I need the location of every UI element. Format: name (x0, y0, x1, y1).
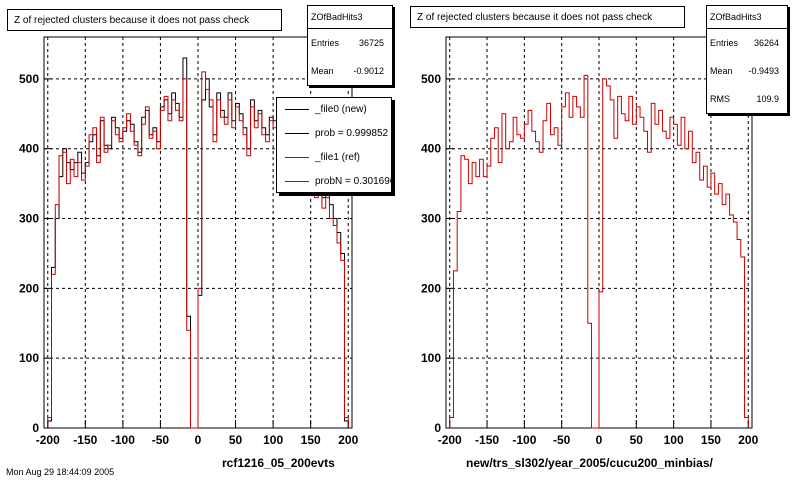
stats-value: 109.9 (756, 94, 779, 104)
x-tick-label: 100 (263, 433, 283, 447)
x-tick-label: 150 (301, 433, 321, 447)
stats-row-entries: Entries 36725 (308, 29, 392, 57)
x-tick-label: -100 (512, 433, 536, 447)
x-tick-label: -100 (111, 433, 135, 447)
plot-title-left: Z of rejected clusters because it does n… (7, 9, 282, 31)
y-tick-label: 500 (421, 72, 441, 86)
legend-swatch (285, 181, 309, 182)
y-tick-label: 200 (19, 281, 39, 295)
legend-label: probN = 0.301696 (315, 176, 392, 187)
stats-box-left: ZOfBadHits3 Entries 36725 Mean -0.9012 (307, 5, 393, 86)
y-tick-label: 400 (421, 142, 441, 156)
x-tick-label: 0 (596, 433, 603, 447)
stats-label: Mean (311, 66, 334, 76)
x-tick-label: 100 (664, 433, 684, 447)
y-tick-label: 500 (19, 72, 39, 86)
stats-name: ZOfBadHits3 (707, 6, 787, 29)
stats-value: -0.9493 (748, 66, 779, 76)
x-tick-label: 50 (229, 433, 243, 447)
legend-swatch (285, 133, 309, 134)
x-tick-label: -150 (475, 433, 499, 447)
stats-name: ZOfBadHits3 (308, 6, 392, 29)
x-tick-label: 200 (738, 433, 758, 447)
stats-value: -0.9012 (353, 66, 384, 76)
legend-label: _file1 (ref) (315, 152, 361, 163)
y-tick-label: 100 (19, 351, 39, 365)
stats-label: Mean (710, 66, 733, 76)
legend-entry-probn: probN = 0.301696 (277, 170, 392, 192)
legend-entry-prob: prob = 0.999852 (277, 122, 391, 146)
x-tick-label: 50 (630, 433, 644, 447)
timestamp-footer: Mon Aug 29 18:44:09 2005 (6, 467, 115, 477)
legend-entry-file0: _file0 (new) (277, 98, 391, 122)
x-tick-label: 200 (338, 433, 358, 447)
histogram-right: -200 -150 -100 -50 0 50 100 150 200 0 100 200 300 400… (421, 36, 759, 447)
stats-box-right: ZOfBadHits3 Entries 36264 Mean -0.9493 R… (706, 5, 788, 114)
x-tick-label: -50 (553, 433, 571, 447)
y-tick-label: 300 (19, 212, 39, 226)
legend-entry-file1: _file1 (ref) (277, 146, 391, 170)
x-tick-label: -50 (152, 433, 170, 447)
legend-swatch (285, 157, 309, 158)
stats-label: RMS (710, 94, 730, 104)
legend-box: _file0 (new) prob = 0.999852 _file1 (ref… (276, 97, 392, 193)
histogram-left: -200 -150 -100 -50 0 50 100 150 200 0 100 200 300 400… (19, 36, 359, 447)
y-tick-label: 200 (421, 281, 441, 295)
y-tick-label: 0 (434, 421, 441, 435)
x-tick-label: -150 (73, 433, 97, 447)
stats-row-entries: Entries 36264 (707, 29, 787, 57)
stats-row-rms: RMS 109.9 (707, 85, 787, 113)
stats-label: Entries (311, 38, 340, 48)
x-tick-label: 150 (701, 433, 721, 447)
stats-row-mean: Mean -0.9493 (707, 57, 787, 85)
x-axis-label-left: rcf1216_05_200evts (222, 456, 335, 470)
legend-label: prob = 0.999852 (315, 128, 389, 139)
y-tick-label: 400 (19, 142, 39, 156)
legend-label: _file0 (new) (315, 104, 367, 115)
y-tick-label: 100 (421, 351, 441, 365)
stats-row-mean: Mean -0.9012 (308, 57, 392, 85)
y-tick-label: 300 (421, 212, 441, 226)
stats-value: 36725 (358, 38, 384, 48)
stats-label: Entries (710, 38, 739, 48)
x-tick-label: -200 (36, 433, 60, 447)
x-tick-label: -200 (438, 433, 462, 447)
legend-swatch (285, 109, 309, 110)
plot-title-right: Z of rejected clusters because it does n… (410, 6, 685, 28)
histogram-series-line (449, 74, 749, 429)
y-tick-label: 0 (32, 421, 39, 435)
x-tick-label: 0 (195, 433, 202, 447)
stats-value: 36264 (753, 38, 779, 48)
x-axis-label-right: new/trs_sl302/year_2005/cucu200_minbias/ (466, 456, 713, 470)
